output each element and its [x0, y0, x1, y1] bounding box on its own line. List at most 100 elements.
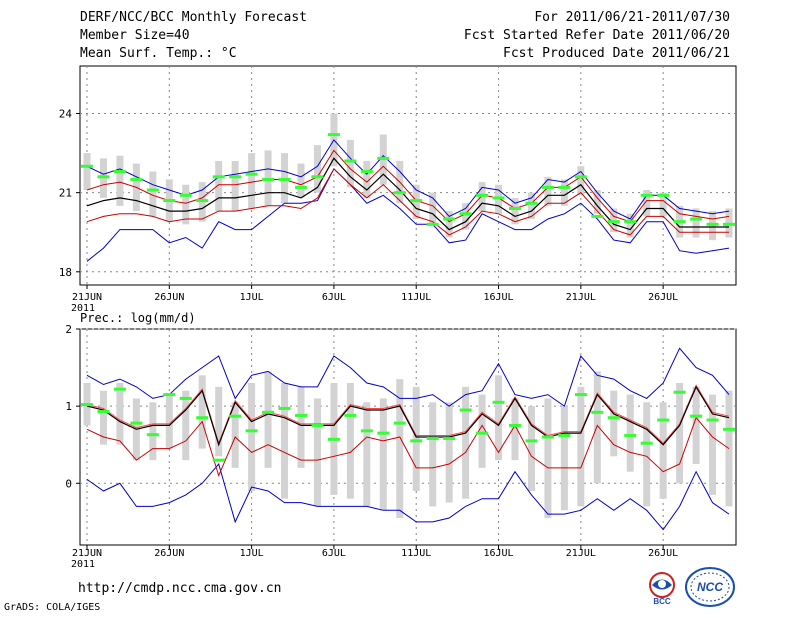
fcst-produced-date: Fcst Produced Date 2011/06/21	[503, 46, 730, 61]
temperature-observed-mark	[130, 177, 143, 181]
temperature-xtick-label: 11JUL	[401, 292, 431, 303]
temperature-ensemble-box	[462, 203, 470, 230]
temperature-observed-mark	[327, 133, 340, 137]
temperature-ensemble-box	[215, 160, 223, 212]
temperature-observed-mark	[525, 201, 538, 205]
precipitation-observed-mark	[657, 418, 670, 422]
temperature-observed-mark	[574, 175, 587, 179]
temperature-observed-mark	[558, 185, 571, 189]
temperature-observed-mark	[377, 156, 390, 160]
precipitation-observed-mark	[443, 437, 456, 441]
precipitation-frame	[79, 328, 737, 546]
precipitation-observed-mark	[229, 414, 242, 418]
temperature-observed-mark	[113, 170, 126, 174]
ncc-logo: NCC	[685, 567, 735, 607]
temperature-ensemble-box	[593, 190, 601, 214]
bcc-logo: BCC	[649, 572, 675, 606]
precipitation-observed-mark	[113, 387, 126, 391]
precipitation-title: Prec.: log(mm/d)	[80, 311, 196, 325]
temperature-ytick-label: 21	[59, 187, 72, 200]
precipitation-ensemble-box	[527, 406, 535, 491]
precipitation-ensemble-box	[165, 394, 173, 449]
temperature-observed-mark	[459, 212, 472, 216]
temperature-observed-mark	[706, 222, 719, 226]
precipitation-observed-mark	[278, 406, 291, 410]
temperature-observed-mark	[146, 188, 159, 192]
temperature-max-line	[86, 139, 730, 220]
temperature-xtick-label: 16JUL	[483, 292, 513, 303]
precipitation-ensemble-box	[264, 371, 272, 468]
temperature-ensemble-box	[83, 153, 91, 191]
precipitation-ytick-label: 2	[65, 323, 72, 336]
temperature-observed-mark	[196, 199, 209, 203]
temperature-ensemble-box	[692, 208, 700, 238]
header-left: DERF/NCC/BCC Monthly Forecast Member Siz…	[80, 9, 307, 63]
precipitation-observed-mark	[525, 439, 538, 443]
precipitation-observed-mark	[295, 413, 307, 417]
temperature-observed-mark	[393, 191, 406, 195]
temperature-observed-mark	[295, 185, 307, 189]
precipitation-lower-spread-line	[86, 416, 730, 478]
precipitation-observed-mark	[81, 403, 93, 407]
precipitation-ensemble-box	[248, 383, 256, 491]
footer-url[interactable]: http://cmdp.ncc.cma.gov.cn	[78, 581, 282, 596]
temperature-observed-mark	[640, 193, 653, 197]
precipitation-ensemble-box	[215, 386, 223, 457]
precipitation-observed-mark	[509, 423, 521, 427]
temperature-ytick-label: 18	[59, 266, 72, 279]
precipitation-observed-mark	[426, 437, 439, 441]
temperature-observed-mark	[426, 222, 439, 226]
precipitation-ensemble-box	[577, 386, 585, 507]
temperature-observed-mark	[673, 220, 686, 224]
precipitation-observed-mark	[541, 435, 554, 439]
temperature-ensemble-box	[363, 160, 371, 198]
precipitation-ensemble-box	[346, 383, 354, 499]
precipitation-ensemble-box	[281, 383, 289, 499]
precipitation-ensemble-box	[643, 402, 651, 507]
precipitation-ensemble-box	[412, 386, 420, 491]
precipitation-observed-mark	[723, 427, 735, 431]
precipitation-ensemble-box	[610, 390, 618, 457]
temperature-observed-mark	[410, 199, 423, 203]
precipitation-ensemble-box	[495, 375, 503, 461]
fcst-started-date: Fcst Started Refer Date 2011/06/20	[463, 28, 730, 43]
precipitation-ensemble-box	[231, 402, 239, 468]
temperature-observed-mark	[360, 170, 373, 174]
precipitation-observed-mark	[640, 441, 653, 445]
precipitation-ensemble-box	[429, 402, 437, 507]
precipitation-ensemble-box	[116, 383, 124, 445]
precipitation-observed-mark	[591, 410, 604, 414]
precipitation-xtick-label: 26JUL	[648, 548, 678, 559]
precipitation-ensemble-box	[445, 402, 453, 503]
precipitation-xtick-label: 26JUN	[154, 548, 184, 559]
forecast-period: For 2011/06/21-2011/07/30	[534, 10, 730, 25]
precipitation-xtick-label: 11JUL	[401, 548, 431, 559]
precipitation-xtick-label: 21JUN	[72, 548, 102, 559]
temperature-frame	[79, 65, 737, 286]
temperature-observed-mark	[212, 175, 225, 179]
temperature-ensemble-box	[182, 184, 190, 225]
precipitation-xtick-label: 21JUL	[566, 548, 596, 559]
temperature-lower-spread-line	[86, 168, 729, 236]
temperature-observed-mark	[591, 214, 604, 218]
precipitation-observed-mark	[245, 429, 258, 433]
precipitation-observed-mark	[706, 418, 719, 422]
precipitation-observed-mark	[262, 410, 275, 414]
temperature-ensemble-box	[445, 211, 453, 238]
temperature-ensemble-box	[527, 192, 535, 220]
temperature-observed-mark	[163, 199, 176, 203]
precipitation-observed-mark	[146, 433, 159, 437]
variable-label: Mean Surf. Temp.: °C	[80, 46, 237, 61]
precipitation-ensemble-box	[99, 390, 107, 445]
temperature-xtick-label: 26JUN	[154, 292, 184, 303]
precipitation-ensemble-box	[709, 394, 717, 495]
precipitation-mean-line	[86, 385, 730, 447]
temperature-observed-mark	[81, 164, 93, 168]
temperature-ensemble-box	[511, 197, 519, 225]
precipitation-ensemble-box	[593, 371, 601, 484]
precipitation-observed-mark	[163, 393, 176, 397]
temperature-ensemble-box	[248, 153, 256, 209]
temperature-mean-line	[86, 157, 729, 231]
temperature-ensemble-box	[643, 190, 651, 217]
